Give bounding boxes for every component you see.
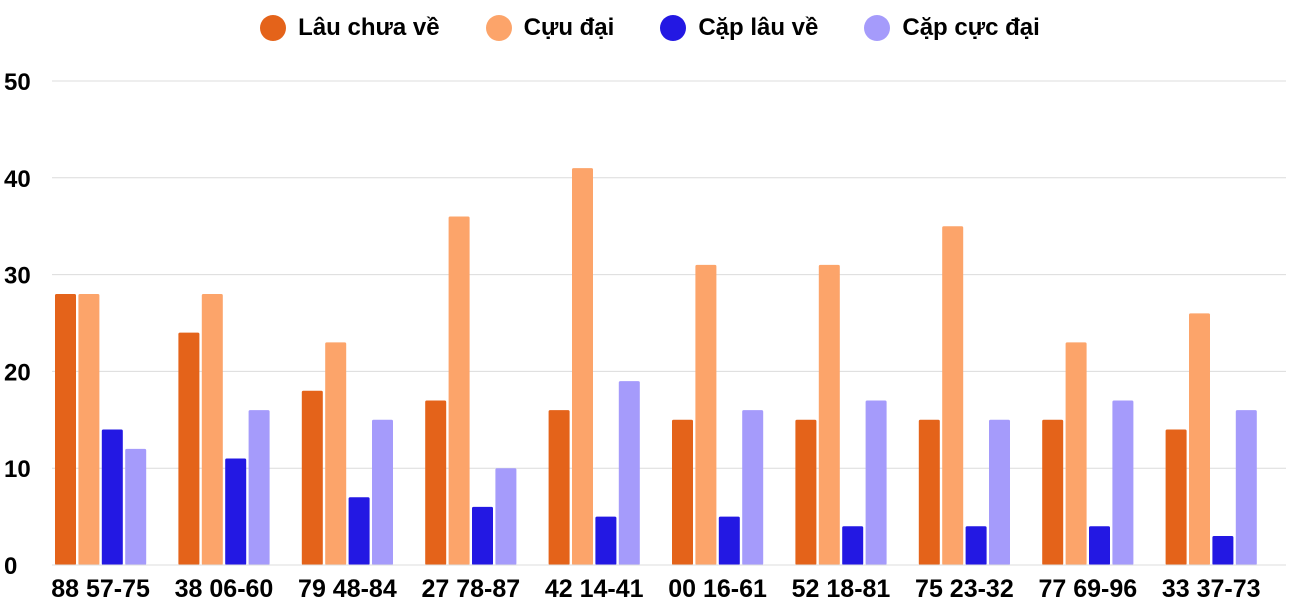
bar-4-9 xyxy=(1112,400,1134,565)
bar-1-4 xyxy=(425,400,447,565)
bar-3-6 xyxy=(718,516,740,565)
legend-swatch-2 xyxy=(485,15,512,41)
bar-3-3 xyxy=(348,497,370,565)
bar-4-10 xyxy=(1235,410,1257,565)
y-tick-label-0: 0 xyxy=(4,553,17,580)
bar-4-7 xyxy=(865,400,887,565)
legend-swatch-4 xyxy=(864,15,891,41)
bar-2-8 xyxy=(942,226,964,565)
y-tick-label-40: 40 xyxy=(4,166,31,193)
x-tick-label-7: 52 18-81 xyxy=(792,575,891,600)
bar-4-1 xyxy=(125,448,147,565)
bar-4-4 xyxy=(495,468,517,565)
y-tick-label-30: 30 xyxy=(4,263,31,290)
legend-label-4: Cặp cực đại xyxy=(902,14,1040,41)
legend-item-4[interactable]: Cặp cực đại xyxy=(864,14,1040,42)
bar-3-9 xyxy=(1089,526,1110,565)
x-tick-label-2: 38 06-60 xyxy=(175,575,274,600)
bar-2-9 xyxy=(1065,342,1087,565)
legend-label-2: Cựu đại xyxy=(523,14,615,41)
bar-3-5 xyxy=(595,516,617,565)
bar-1-6 xyxy=(672,419,693,565)
bar-1-5 xyxy=(548,410,570,565)
bar-2-3 xyxy=(325,342,347,565)
bar-3-7 xyxy=(842,526,864,565)
bar-3-1 xyxy=(101,429,123,565)
bar-2-7 xyxy=(818,264,840,565)
bar-1-10 xyxy=(1165,429,1187,565)
bar-3-10 xyxy=(1212,535,1234,565)
bar-2-2 xyxy=(201,293,223,565)
bar-2-6 xyxy=(695,264,717,565)
y-tick-label-10: 10 xyxy=(4,456,31,483)
bar-3-4 xyxy=(472,506,493,565)
legend: Lâu chưa về Cựu đại Cặp lâu về Cặp cực đ… xyxy=(0,14,1300,42)
x-tick-label-3: 79 48-84 xyxy=(298,575,397,600)
x-tick-label-9: 77 69-96 xyxy=(1038,575,1137,600)
bar-2-4 xyxy=(448,216,470,565)
legend-item-2[interactable]: Cựu đại xyxy=(485,14,615,42)
x-tick-label-6: 00 16-61 xyxy=(668,575,767,600)
x-tick-label-5: 42 14-41 xyxy=(545,575,644,600)
bar-4-6 xyxy=(742,410,764,565)
bar-3-2 xyxy=(225,458,247,565)
legend-swatch-3 xyxy=(660,15,687,41)
legend-label-1: Lâu chưa về xyxy=(298,14,440,41)
bar-1-9 xyxy=(1042,419,1064,565)
x-tick-label-4: 27 78-87 xyxy=(421,575,520,600)
bar-4-3 xyxy=(372,419,393,565)
bar-4-2 xyxy=(248,410,270,565)
legend-label-3: Cặp lâu về xyxy=(698,14,819,41)
legend-swatch-1 xyxy=(260,15,287,41)
bar-2-1 xyxy=(78,293,100,565)
bar-4-8 xyxy=(989,419,1010,565)
y-tick-label-20: 20 xyxy=(4,359,31,386)
y-tick-label-50: 50 xyxy=(4,69,31,96)
bar-1-1 xyxy=(55,293,76,565)
bar-2-5 xyxy=(572,168,593,565)
bar-4-5 xyxy=(618,381,640,565)
legend-item-3[interactable]: Cặp lâu về xyxy=(660,14,818,42)
legend-item-1[interactable]: Lâu chưa về xyxy=(260,14,440,42)
bar-1-3 xyxy=(301,390,323,565)
x-tick-label-1: 88 57-75 xyxy=(51,575,150,600)
bar-1-2 xyxy=(178,332,200,565)
bar-1-8 xyxy=(918,419,940,565)
bar-3-8 xyxy=(965,526,987,565)
bar-1-7 xyxy=(795,419,817,565)
x-tick-label-8: 75 23-32 xyxy=(915,575,1014,600)
x-tick-label-10: 33 37-73 xyxy=(1162,575,1261,600)
bar-2-10 xyxy=(1189,313,1210,565)
